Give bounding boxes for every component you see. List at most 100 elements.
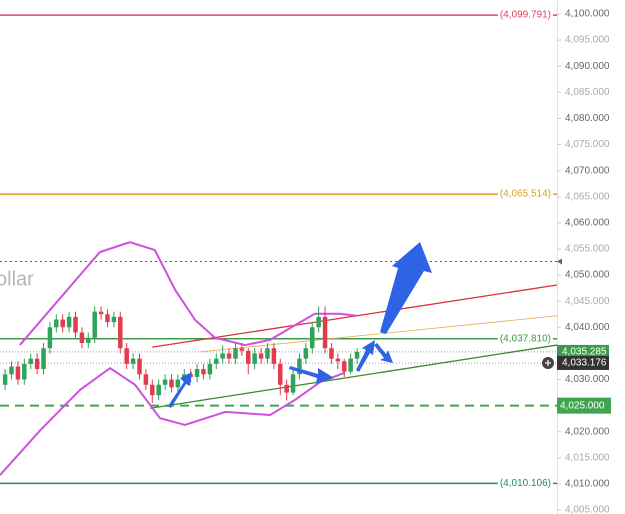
y-tick-label: 4,055.000	[565, 244, 610, 255]
candle-body	[162, 379, 168, 385]
level-label-bg	[497, 8, 553, 22]
candle-body	[143, 374, 149, 385]
y-tick-label: 4,090.000	[565, 61, 610, 72]
y-tick-label: 4,030.000	[565, 374, 610, 385]
candle-body	[342, 361, 347, 372]
candle-body	[156, 384, 161, 396]
y-tick-label: 4,060.000	[565, 218, 610, 229]
candle-body	[28, 358, 33, 364]
candle-body	[233, 348, 238, 359]
candle-body	[201, 369, 206, 375]
candle-body	[284, 384, 289, 393]
candle-body	[271, 348, 277, 364]
level-label: (4,037.810)	[500, 333, 551, 344]
axis-label-box	[557, 397, 611, 414]
y-tick-label: 4,070.000	[565, 165, 610, 176]
y-tick-label: 4,100.000	[565, 9, 610, 20]
candle-body	[316, 316, 321, 328]
candle-body	[66, 316, 72, 328]
candle-body	[169, 379, 174, 388]
candle-body	[297, 358, 302, 375]
y-tick-label: 4,080.000	[565, 113, 610, 124]
y-tick-label: 4,085.000	[565, 87, 610, 98]
arrow	[356, 340, 375, 372]
y-tick-label: 4,050.000	[565, 270, 610, 281]
level-label: (4,065.514)	[500, 189, 551, 200]
candle-body	[105, 314, 110, 323]
candle-body	[354, 351, 360, 359]
candle-body	[9, 366, 14, 375]
price-label-box	[557, 355, 609, 370]
y-tick-label: 4,075.000	[565, 139, 610, 150]
candle-body	[322, 316, 328, 349]
candle-body	[278, 363, 283, 385]
candle-body	[252, 353, 257, 364]
candle-body	[118, 316, 123, 349]
candle-body	[2, 374, 8, 385]
level-label-bg	[497, 332, 553, 346]
candle-body	[150, 384, 155, 396]
candle-body	[60, 319, 65, 328]
arrow	[380, 242, 432, 334]
level-label-bg	[497, 187, 553, 201]
candle-body	[130, 358, 136, 364]
candle-body	[348, 358, 353, 372]
candle-body	[79, 332, 85, 343]
y-tick-label: 4,040.000	[565, 322, 610, 333]
price-label-box	[557, 344, 609, 359]
candle-body	[22, 363, 27, 380]
candle-body	[335, 358, 341, 362]
trendline	[150, 344, 558, 409]
y-tick-label: 4,015.000	[565, 453, 610, 464]
candle-body	[290, 374, 296, 393]
candle-body	[310, 327, 315, 349]
price-label: 4,035.285	[562, 347, 607, 358]
candle-body	[124, 348, 129, 364]
candle-body	[54, 319, 59, 328]
candle-body	[47, 327, 53, 349]
y-tick-label: 4,065.000	[565, 191, 610, 202]
add-icon-plus	[545, 359, 551, 366]
level-label: (4,099.791)	[500, 10, 551, 21]
candle-body	[303, 348, 309, 359]
candle-body	[98, 311, 104, 315]
candle-body	[73, 316, 78, 333]
level-label: (4,010.106)	[500, 478, 551, 489]
candle-body	[92, 311, 97, 338]
annotations	[168, 242, 432, 408]
y-tick-label: 4,095.000	[565, 35, 610, 46]
candle-body	[207, 363, 213, 375]
y-tick-label: 4,005.000	[565, 505, 610, 514]
candle-body	[258, 353, 264, 359]
arrow	[168, 372, 192, 408]
y-tick-label: 4,045.000	[565, 296, 610, 307]
trendline	[200, 315, 558, 353]
candle-body	[137, 358, 142, 375]
arrow	[289, 366, 334, 384]
arrow	[374, 343, 393, 363]
candle-body	[175, 379, 181, 388]
candle-body	[220, 353, 225, 359]
watermark: ollar	[0, 268, 34, 290]
candle-body	[329, 348, 334, 359]
price-label: 4,033.176	[562, 358, 607, 369]
candle-body	[239, 348, 245, 351]
candle-body	[41, 348, 46, 370]
candle-body	[34, 358, 40, 370]
candle-body	[226, 353, 232, 359]
level-label-bg	[497, 477, 553, 491]
band-line	[0, 367, 346, 476]
band-line	[19, 241, 358, 347]
candle-body	[194, 369, 200, 377]
axis-label: 4,025.000	[560, 400, 605, 411]
candle-body	[15, 366, 21, 380]
candle-body	[265, 348, 270, 359]
candle-body	[214, 358, 219, 364]
candle-body	[246, 350, 251, 364]
candle-body	[86, 337, 91, 343]
marker-arrow	[557, 258, 562, 265]
y-tick-label: 4,010.000	[565, 479, 610, 490]
candle-body	[111, 316, 117, 323]
y-tick-label: 4,020.000	[565, 426, 610, 437]
